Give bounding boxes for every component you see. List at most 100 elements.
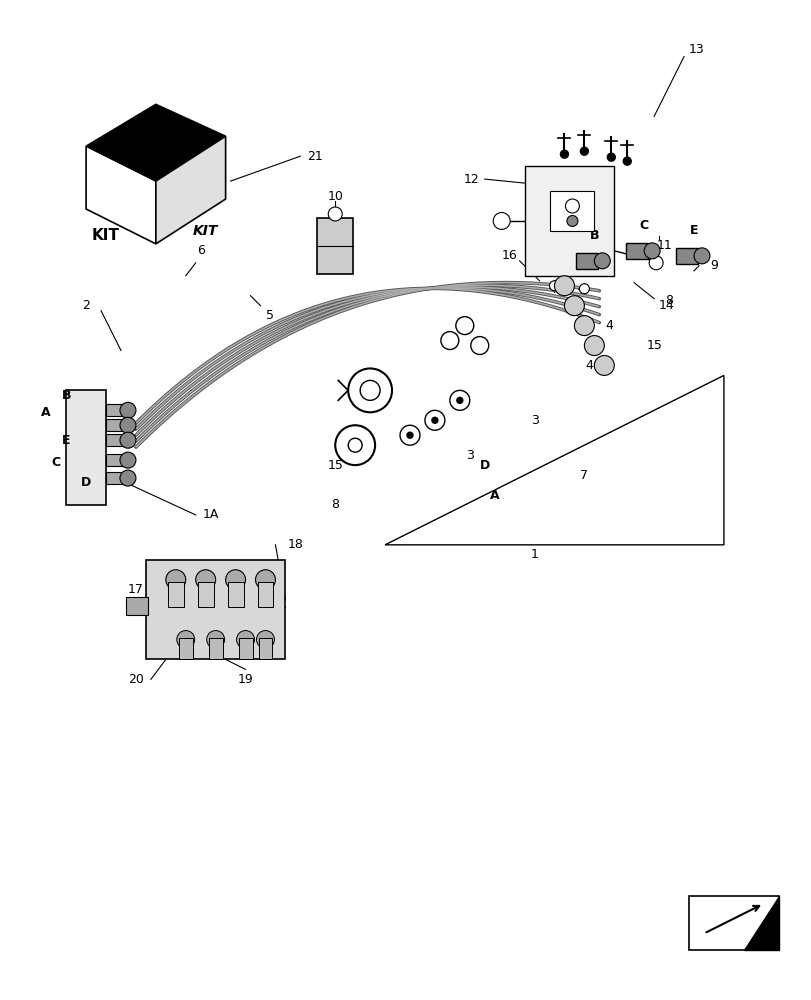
Text: 2: 2 <box>82 299 90 312</box>
Circle shape <box>120 470 135 486</box>
Circle shape <box>579 284 589 294</box>
Text: 16: 16 <box>501 249 517 262</box>
Circle shape <box>177 631 195 648</box>
Circle shape <box>623 157 630 165</box>
FancyBboxPatch shape <box>625 243 647 259</box>
FancyBboxPatch shape <box>257 582 273 607</box>
Circle shape <box>492 212 509 229</box>
Text: 20: 20 <box>128 673 144 686</box>
Circle shape <box>120 452 135 468</box>
Polygon shape <box>146 560 285 659</box>
Text: E: E <box>689 224 697 237</box>
Polygon shape <box>743 896 778 950</box>
FancyBboxPatch shape <box>106 404 124 416</box>
Text: KIT: KIT <box>92 228 120 243</box>
Circle shape <box>584 336 603 355</box>
Circle shape <box>424 410 444 430</box>
Text: 15: 15 <box>646 339 661 352</box>
Circle shape <box>449 390 470 410</box>
Circle shape <box>406 432 413 438</box>
Text: KIT: KIT <box>193 224 218 238</box>
Circle shape <box>431 417 437 423</box>
FancyBboxPatch shape <box>126 597 148 615</box>
Polygon shape <box>86 104 225 181</box>
Circle shape <box>594 355 614 375</box>
Text: 1: 1 <box>530 548 538 561</box>
Circle shape <box>455 317 473 335</box>
Circle shape <box>560 150 568 158</box>
Circle shape <box>335 425 375 465</box>
Text: A: A <box>489 489 499 502</box>
Text: 3: 3 <box>530 414 538 427</box>
Text: 9: 9 <box>709 259 717 272</box>
FancyBboxPatch shape <box>106 454 124 466</box>
Text: 18: 18 <box>287 538 303 551</box>
Text: 8: 8 <box>664 294 672 307</box>
Circle shape <box>648 256 663 270</box>
Text: D: D <box>479 459 489 472</box>
Text: B: B <box>589 229 599 242</box>
Text: B: B <box>62 389 71 402</box>
FancyBboxPatch shape <box>676 248 697 264</box>
Circle shape <box>564 199 579 213</box>
FancyBboxPatch shape <box>317 218 353 274</box>
Text: 1A: 1A <box>202 508 219 521</box>
Polygon shape <box>549 191 594 231</box>
Text: 7: 7 <box>580 469 588 482</box>
FancyBboxPatch shape <box>106 419 124 431</box>
FancyBboxPatch shape <box>576 253 598 269</box>
Circle shape <box>566 215 577 226</box>
Circle shape <box>328 207 341 221</box>
FancyBboxPatch shape <box>208 638 222 659</box>
Text: 6: 6 <box>196 244 204 257</box>
Text: C: C <box>52 456 61 469</box>
Text: 15: 15 <box>327 459 343 472</box>
FancyBboxPatch shape <box>227 582 243 607</box>
Text: C: C <box>639 219 648 232</box>
Circle shape <box>580 147 588 155</box>
Polygon shape <box>66 390 106 505</box>
Circle shape <box>470 337 488 354</box>
Text: D: D <box>81 476 91 489</box>
Text: 21: 21 <box>307 150 323 163</box>
Text: 13: 13 <box>689 43 704 56</box>
FancyBboxPatch shape <box>106 434 124 446</box>
Circle shape <box>236 631 254 648</box>
Text: 14: 14 <box>658 299 673 312</box>
Polygon shape <box>524 166 614 276</box>
Circle shape <box>400 425 419 445</box>
Polygon shape <box>86 146 156 244</box>
Text: E: E <box>62 434 71 447</box>
Text: 17: 17 <box>128 583 144 596</box>
FancyBboxPatch shape <box>238 638 252 659</box>
Circle shape <box>440 332 458 350</box>
Circle shape <box>360 380 380 400</box>
Circle shape <box>457 397 462 403</box>
FancyBboxPatch shape <box>168 582 183 607</box>
Circle shape <box>120 402 135 418</box>
Circle shape <box>554 276 573 296</box>
FancyBboxPatch shape <box>689 896 778 950</box>
Text: 4: 4 <box>605 319 612 332</box>
Circle shape <box>195 570 216 590</box>
Text: 19: 19 <box>238 673 253 686</box>
Text: 8: 8 <box>331 498 339 511</box>
Circle shape <box>348 438 362 452</box>
FancyBboxPatch shape <box>106 472 124 484</box>
Circle shape <box>348 368 392 412</box>
Circle shape <box>643 243 659 259</box>
Circle shape <box>256 631 274 648</box>
Text: 3: 3 <box>466 449 473 462</box>
Circle shape <box>549 281 559 291</box>
Circle shape <box>693 248 709 264</box>
Text: 5: 5 <box>266 309 274 322</box>
Text: 10: 10 <box>327 190 343 203</box>
Circle shape <box>607 153 615 161</box>
FancyBboxPatch shape <box>197 582 213 607</box>
Circle shape <box>207 631 225 648</box>
Circle shape <box>594 253 610 269</box>
Circle shape <box>564 296 584 316</box>
FancyBboxPatch shape <box>178 638 192 659</box>
Polygon shape <box>156 136 225 244</box>
Text: A: A <box>41 406 51 419</box>
